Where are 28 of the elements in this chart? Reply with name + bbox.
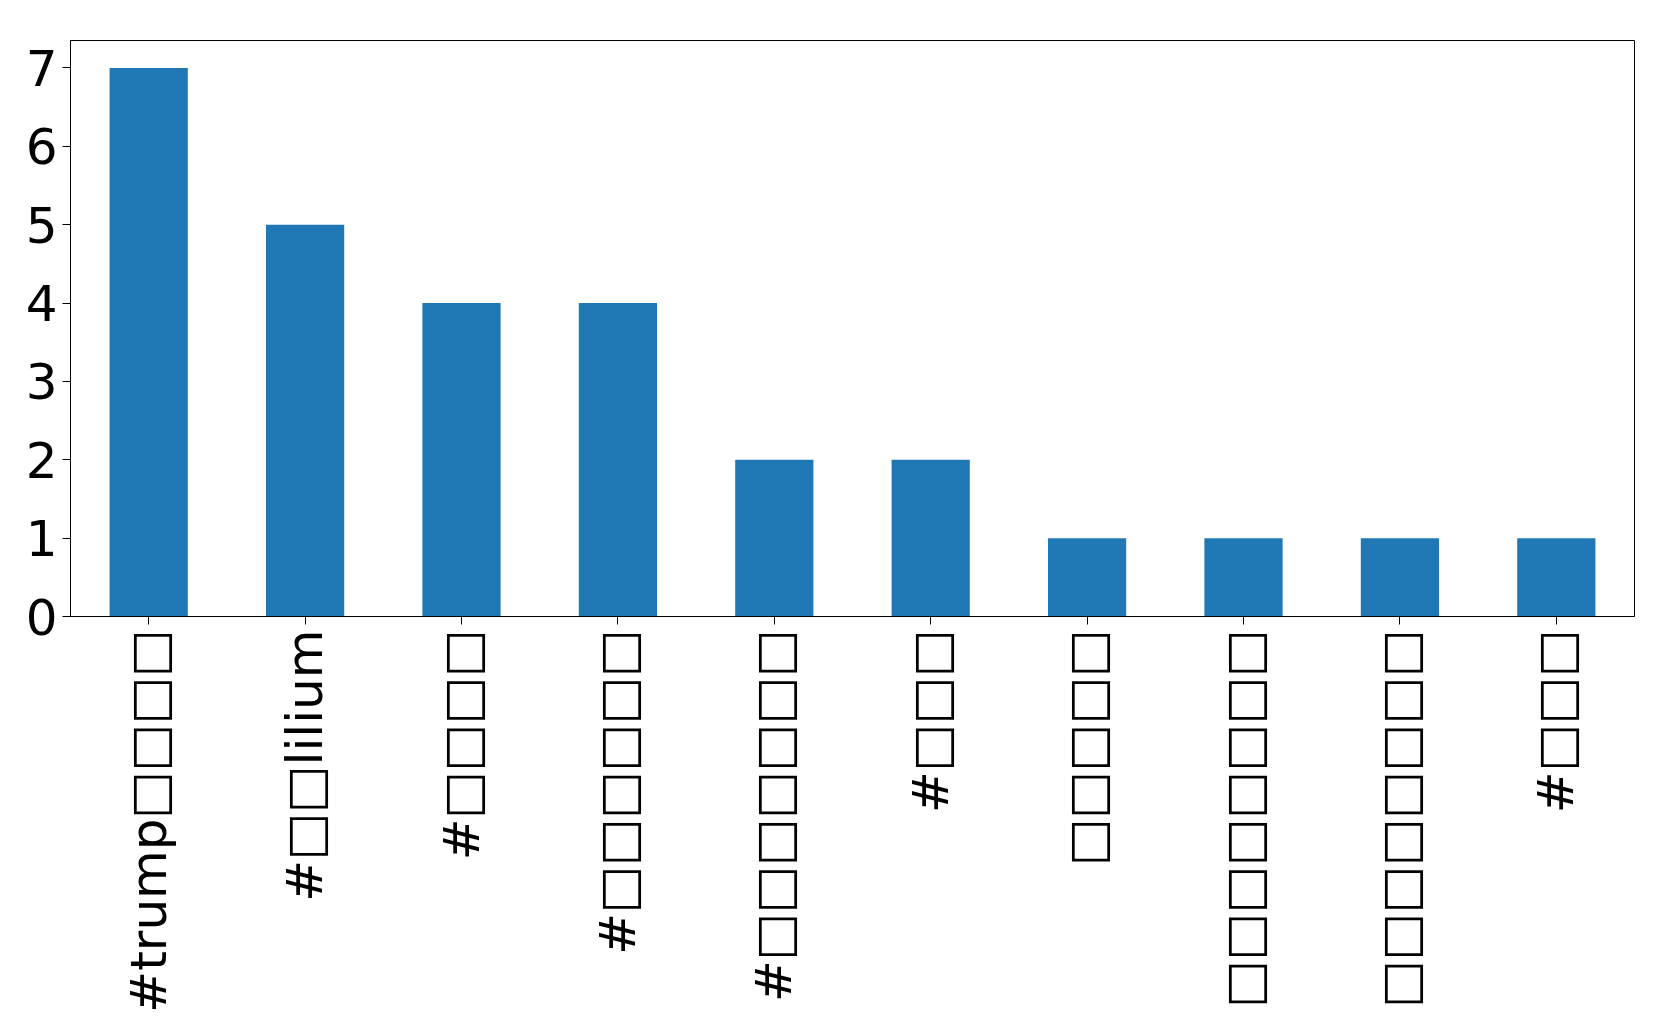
x-tick-label: #□□□□□□	[588, 629, 647, 955]
y-tick-label: 5	[25, 196, 58, 255]
bar	[109, 67, 188, 617]
bar	[891, 459, 970, 617]
y-tick-label: 4	[25, 275, 58, 334]
y-tick-label: 6	[25, 118, 58, 177]
x-tick-label: #□□□	[901, 629, 960, 814]
x-tick-label: #□□lilium	[276, 629, 335, 902]
x-tick-label: #trump□□□□	[119, 629, 178, 1013]
x-tick-label: □□□□□□□□	[1370, 629, 1429, 1008]
bar	[578, 303, 657, 617]
bar	[1360, 538, 1439, 617]
x-tick-label: □□□□□	[1058, 629, 1117, 866]
bar	[1048, 538, 1127, 617]
bar	[735, 459, 814, 617]
x-tick-label: □□□□□□□□	[1214, 629, 1273, 1008]
bar	[1517, 538, 1596, 617]
bar	[422, 303, 501, 617]
y-tick-label: 2	[25, 431, 58, 490]
x-tick-label: #□□□	[1527, 629, 1586, 814]
y-tick-label: 1	[25, 510, 58, 569]
y-tick-label: 7	[25, 39, 58, 98]
y-tick-label: 0	[25, 588, 58, 647]
y-tick-label: 3	[25, 353, 58, 412]
bar	[1204, 538, 1283, 617]
x-tick-label: #□□□□	[432, 629, 491, 861]
bar	[266, 224, 345, 617]
x-tick-label: #□□□□□□□	[745, 629, 804, 1003]
